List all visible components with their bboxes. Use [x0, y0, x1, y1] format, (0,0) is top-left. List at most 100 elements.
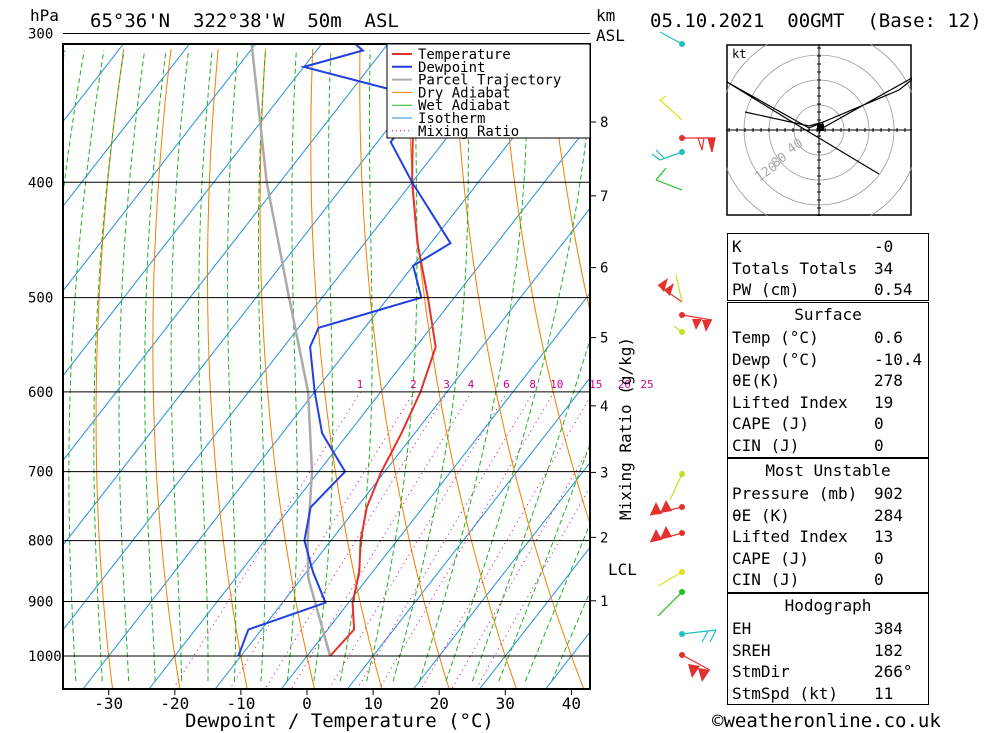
x-axis-label: Dewpoint / Temperature (°C) — [185, 710, 494, 732]
mixing-ratio-label: 1 — [357, 378, 364, 391]
wet-adiabat-line — [93, 50, 125, 682]
km-tick-label: 4 — [600, 399, 608, 415]
index-value: 0 — [874, 548, 884, 568]
index-value: -0 — [874, 237, 894, 256]
wet-adiabat-line — [258, 50, 267, 682]
wet-adiabat-line — [68, 50, 105, 682]
km-tick-label: 2 — [600, 530, 608, 546]
mixing-ratio-label: 4 — [468, 378, 475, 391]
legend-entry: Mixing Ratio — [418, 124, 519, 140]
hodograph-ring-label: 40 — [785, 136, 806, 157]
table-title: Hodograph — [784, 596, 872, 615]
index-key: StmSpd (kt) — [732, 683, 838, 703]
dry-adiabat-line — [207, 48, 248, 689]
hodograph-unit-label: kt — [732, 47, 746, 61]
dry-adiabat-line — [454, 48, 585, 689]
index-row: Pressure (mb) 902 — [732, 484, 924, 505]
hodograph-storm-marker — [817, 124, 824, 131]
pressure-tick-label: 900 — [28, 595, 53, 611]
mixing-ratio-line — [229, 391, 415, 689]
wet-adiabat-line — [366, 50, 418, 682]
indices-most-unstable-table: Most Unstable Pressure (mb) 902 θE (K) 284 Li… — [727, 458, 929, 593]
km-tick-label: 3 — [600, 465, 608, 481]
index-key: Pressure (mb) — [732, 484, 858, 503]
mixing-ratio-axis-label: Mixing Ratio (g/kg) — [616, 336, 635, 520]
dry-adiabat-line — [359, 48, 450, 689]
mixing-ratio-labels: 1 2 3 4 6 8 10 15 20 25 — [357, 378, 654, 391]
location-title: 65°36'N 322°38'W 50m ASL — [90, 10, 399, 32]
wet-adiabat-line — [498, 443, 590, 682]
index-value: 182 — [874, 640, 903, 660]
x-axis-ticks: -30 -20 -10 0 10 20 30 40 — [94, 689, 581, 713]
copyright-text: ©weatheronline.co.uk — [712, 710, 941, 732]
legend-entry: Dry Adiabat — [418, 85, 511, 101]
index-value: 34 — [874, 258, 894, 278]
index-key: EH — [732, 619, 752, 638]
index-key: CAPE (J) — [732, 548, 810, 568]
wind-barbs — [649, 31, 717, 682]
index-row: StmDir 266° — [732, 662, 924, 683]
mixing-ratio-line — [290, 391, 473, 689]
dry-adiabat-line — [259, 48, 315, 689]
index-value: -10.4 — [874, 349, 923, 369]
isotherm-line — [63, 44, 124, 123]
indices-general-table: K -0 Totals Totals 34 PW (cm) 0.54 — [727, 233, 929, 301]
isotherm-line — [82, 44, 587, 689]
mixing-ratio-line — [328, 391, 508, 689]
index-value: 19 — [874, 392, 894, 412]
wet-adiabat-line — [286, 50, 298, 682]
isotherm-line — [63, 44, 521, 631]
isotherm-line — [63, 44, 389, 462]
wet-adiabat-line — [445, 96, 590, 682]
x-tick-label: 30 — [496, 694, 515, 713]
mixing-ratio-label: 2 — [410, 378, 417, 391]
pressure-tick-label: 300 — [28, 27, 53, 43]
km-tick-label: 8 — [600, 115, 608, 131]
index-key: K — [732, 237, 742, 256]
index-key: CAPE (J) — [732, 414, 810, 434]
index-value: 284 — [874, 505, 903, 525]
wet-adiabat-line — [118, 50, 146, 682]
index-row: Lifted Index 13 — [732, 527, 924, 548]
wet-adiabat-line — [63, 50, 85, 199]
isotherm-line — [413, 461, 590, 689]
pressure-tick-label: 700 — [28, 465, 53, 481]
index-key: Lifted Index — [732, 527, 848, 547]
index-row: PW (cm) 0.54 — [732, 280, 924, 301]
isotherm-line — [280, 292, 590, 689]
dry-adiabat-line — [501, 48, 590, 526]
lcl-label: LCL — [608, 560, 637, 579]
index-value: 0.54 — [874, 280, 913, 300]
skew-t-chart: -30 -20 -10 0 10 20 30 40 300 400 500 600 700 800 900… — [28, 27, 654, 713]
index-key: θE (K) — [732, 505, 790, 525]
wet-adiabat-line — [339, 50, 373, 682]
asl-unit-label: ASL — [596, 26, 625, 45]
table-title: Most Unstable — [765, 461, 891, 480]
x-tick-label: 40 — [562, 694, 581, 713]
hodograph-trace — [726, 77, 912, 175]
index-row: SREH 182 — [732, 641, 924, 662]
index-value: 902 — [874, 484, 903, 503]
mixing-ratio-label: 15 — [589, 378, 602, 391]
km-unit-label: km — [596, 6, 616, 25]
pressure-tick-label: 400 — [28, 175, 53, 191]
wet-adiabat-line — [198, 50, 213, 682]
mixing-ratio-line — [420, 396, 590, 689]
legend-entry: Wet Adiabat — [418, 98, 511, 114]
isobar-lines — [63, 33, 590, 657]
index-key: PW (cm) — [732, 280, 800, 300]
index-value: 384 — [874, 619, 903, 638]
wet-adiabat-line — [227, 50, 239, 682]
index-key: Totals Totals — [732, 258, 858, 278]
legend-entry: Dewpoint — [418, 60, 485, 76]
isotherm-line — [63, 44, 323, 377]
wet-adiabat-line — [419, 50, 529, 682]
table-title: Surface — [794, 305, 862, 324]
km-tick-label: 6 — [600, 261, 608, 277]
index-key: θE(K) — [732, 371, 781, 391]
index-value: 266° — [874, 662, 913, 682]
hpa-unit-label: hPa — [30, 6, 59, 25]
index-row: CAPE (J) 0 — [732, 414, 924, 435]
km-axis-ticks: 8 7 6 5 4 3 2 1 — [590, 115, 608, 610]
